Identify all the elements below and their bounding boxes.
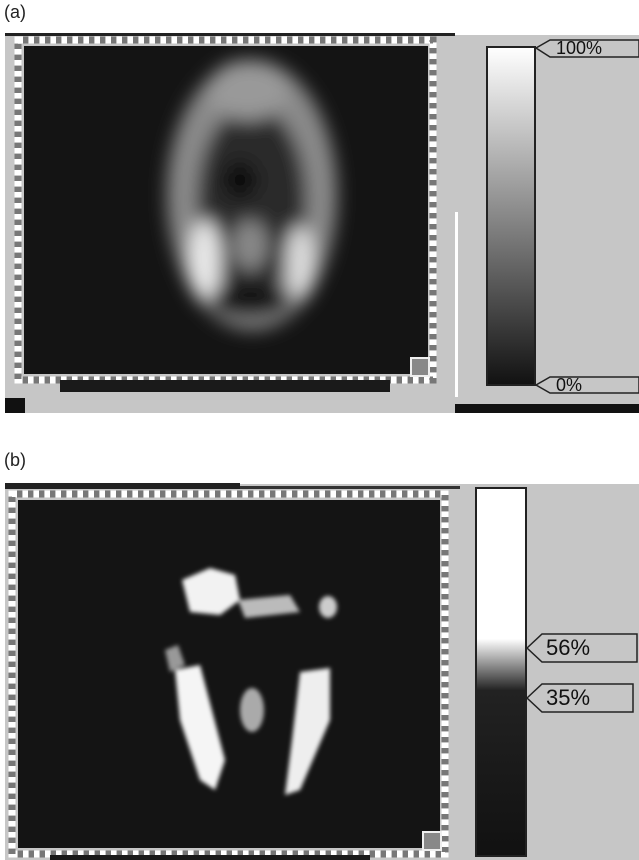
scan-image — [18, 500, 440, 848]
top-bar — [5, 483, 240, 489]
screenshot: (a) 100% 0% (b) — [0, 0, 639, 860]
scale-marker[interactable] — [536, 377, 639, 393]
resize-handle[interactable] — [423, 832, 441, 850]
top-bar — [5, 33, 455, 36]
scale-lower: 35% — [546, 685, 590, 710]
scale-min: 0% — [556, 375, 582, 395]
color-scale — [487, 47, 535, 385]
panel-label: (b) — [4, 450, 26, 470]
resize-handle[interactable] — [411, 358, 429, 376]
panel-label: (a) — [4, 2, 26, 22]
scroll-bar[interactable] — [60, 380, 390, 392]
color-scale — [476, 488, 526, 856]
brain-scan — [167, 60, 337, 330]
scale-upper: 56% — [546, 635, 590, 660]
divider — [455, 212, 458, 397]
scroll-bar[interactable] — [50, 855, 370, 860]
scale-max: 100% — [556, 38, 602, 58]
panel-a: 100% 0% — [5, 33, 639, 413]
bottom-bar — [455, 404, 639, 413]
top-bar — [240, 486, 460, 489]
corner-block — [5, 398, 25, 413]
panel-b: 56% 35% — [5, 483, 639, 860]
